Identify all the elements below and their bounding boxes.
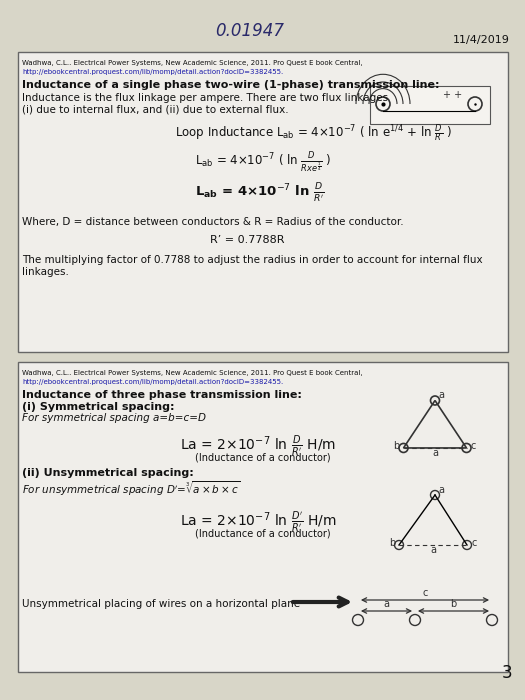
Text: c: c (422, 588, 428, 598)
Text: a: a (383, 599, 390, 609)
Text: L$_{\mathregular{ab}}$ = 4×10$^{-7}$ ln $\frac{D}{R'}$: L$_{\mathregular{ab}}$ = 4×10$^{-7}$ ln … (195, 182, 324, 205)
Text: a: a (438, 391, 444, 400)
Text: R’ = 0.7788R: R’ = 0.7788R (210, 235, 285, 245)
Text: La = 2×10$^{-7}$ ln $\frac{D'}{R'}$ H/m: La = 2×10$^{-7}$ ln $\frac{D'}{R'}$ H/m (180, 510, 337, 534)
Text: 3: 3 (501, 664, 512, 682)
Text: Unsymmetrical placing of wires on a horizontal plane: Unsymmetrical placing of wires on a hori… (22, 599, 300, 609)
Text: + +: + + (443, 90, 462, 100)
Text: Inductance of three phase transmission line:: Inductance of three phase transmission l… (22, 390, 302, 400)
Text: (Inductance of a conductor): (Inductance of a conductor) (195, 453, 331, 463)
Text: b: b (450, 599, 457, 609)
FancyBboxPatch shape (18, 362, 508, 672)
Text: http://ebookcentral.proquest.com/lib/momp/detail.action?docID=3382455.: http://ebookcentral.proquest.com/lib/mom… (22, 379, 284, 385)
Text: Inductance of a single phase two-wire (1-phase) transmission line:: Inductance of a single phase two-wire (1… (22, 80, 439, 90)
Text: a: a (432, 448, 438, 458)
Text: (i) Symmetrical spacing:: (i) Symmetrical spacing: (22, 402, 174, 412)
Text: a: a (438, 485, 444, 495)
Text: For symmetrical spacing a=b=c=D: For symmetrical spacing a=b=c=D (22, 413, 206, 423)
Text: For unsymmetrical spacing D$'$=$\sqrt[3]{a \times b \times c}$: For unsymmetrical spacing D$'$=$\sqrt[3]… (22, 479, 240, 498)
FancyBboxPatch shape (370, 86, 490, 124)
FancyBboxPatch shape (18, 52, 508, 352)
Text: (i) due to internal flux, and (ii) due to external flux.: (i) due to internal flux, and (ii) due t… (22, 104, 289, 114)
Text: b: b (389, 538, 395, 548)
Text: linkages.: linkages. (22, 267, 69, 277)
Text: Wadhwa, C.L.. Electrical Power Systems, New Academic Science, 2011. Pro Quest E : Wadhwa, C.L.. Electrical Power Systems, … (22, 60, 363, 66)
Text: c: c (471, 538, 476, 548)
Text: Loop Inductance L$_{\mathregular{ab}}$ = 4×10$^{-7}$ ( ln e$^{1/4}$ + ln $\frac{: Loop Inductance L$_{\mathregular{ab}}$ =… (175, 122, 452, 144)
Text: Inductance is the flux linkage per ampere. There are two flux linkages: Inductance is the flux linkage per amper… (22, 93, 388, 103)
Text: (ii) Unsymmetrical spacing:: (ii) Unsymmetrical spacing: (22, 468, 194, 478)
Text: La = 2×10$^{-7}$ ln $\frac{D}{R'}$ H/m: La = 2×10$^{-7}$ ln $\frac{D}{R'}$ H/m (180, 434, 336, 459)
Text: c: c (470, 441, 476, 451)
Text: (Inductance of a conductor): (Inductance of a conductor) (195, 529, 331, 539)
Text: 11/4/2019: 11/4/2019 (453, 35, 510, 45)
Text: Wadhwa, C.L.. Electrical Power Systems, New Academic Science, 2011. Pro Quest E : Wadhwa, C.L.. Electrical Power Systems, … (22, 370, 363, 376)
Text: a: a (430, 545, 436, 555)
Text: The multiplying factor of 0.7788 to adjust the radius in order to account for in: The multiplying factor of 0.7788 to adju… (22, 255, 482, 265)
Text: 0.01947: 0.01947 (215, 22, 285, 40)
Text: L$_{\mathregular{ab}}$ = 4×10$^{-7}$ ( ln $\frac{D}{Rxe^{\frac{1}{4}}}$ ): L$_{\mathregular{ab}}$ = 4×10$^{-7}$ ( l… (195, 150, 331, 174)
Text: http://ebookcentral.proquest.com/lib/momp/detail.action?docID=3382455.: http://ebookcentral.proquest.com/lib/mom… (22, 69, 284, 75)
Text: Where, D = distance between conductors & R = Radius of the conductor.: Where, D = distance between conductors &… (22, 217, 404, 227)
Text: b: b (394, 441, 400, 451)
